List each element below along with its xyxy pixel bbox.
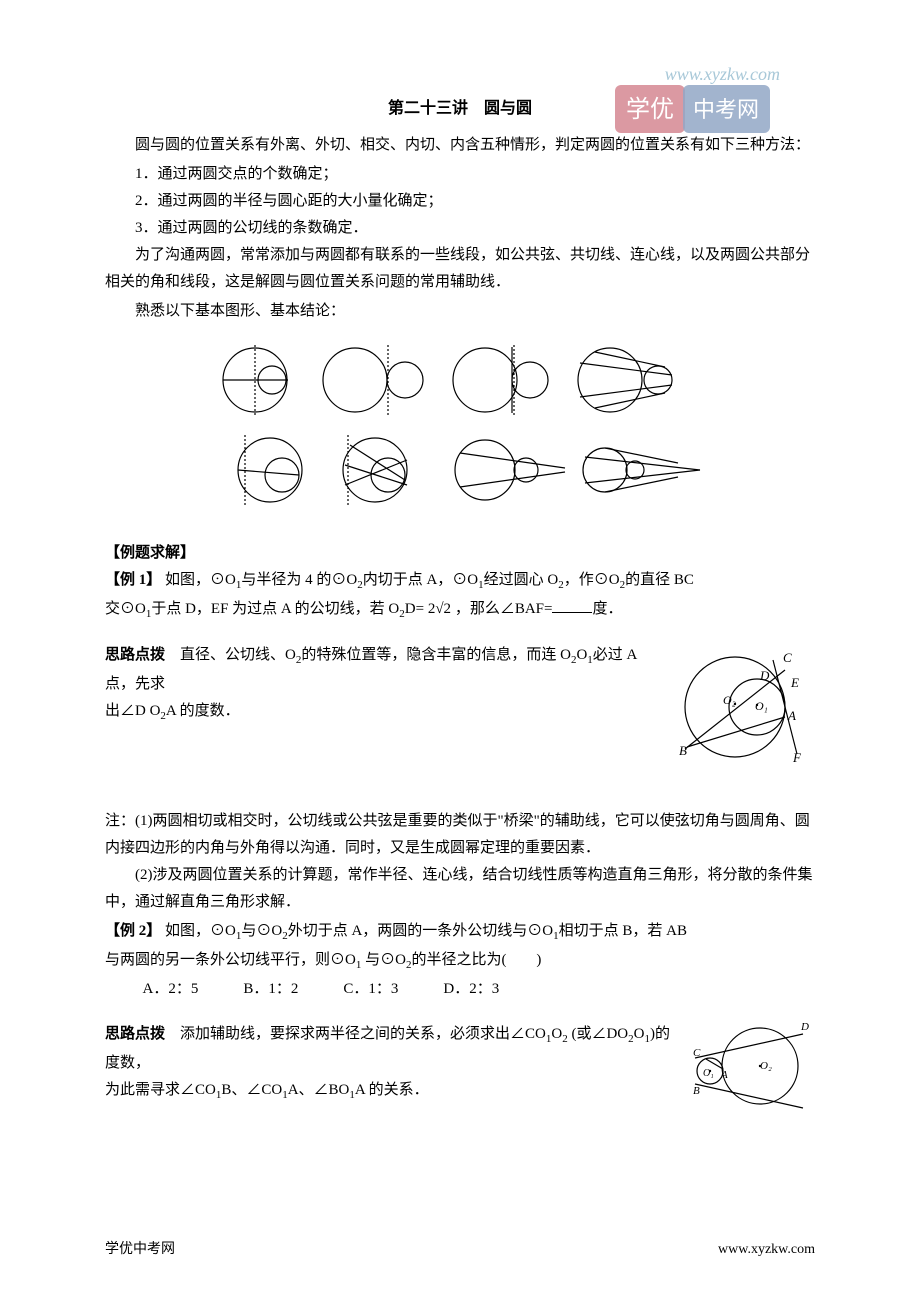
hint-label: 思路点拨 [105, 647, 165, 663]
intro-para-2: 为了沟通两圆，常常添加与两圆都有联系的一些线段，如公共弦、共切线、连心线，以及两… [105, 242, 815, 296]
option-c: C．1：3 [343, 981, 398, 997]
svg-text:A: A [787, 708, 796, 723]
options: A．2：5 B．1：2 C．1：3 D．2：3 [105, 976, 815, 1003]
svg-text:D: D [800, 1021, 809, 1033]
intro-para-1: 圆与圆的位置关系有外离、外切、相交、内切、内含五种情形，判定两圆的位置关系有如下… [105, 132, 815, 159]
note-1: 注：(1)两圆相切或相交时，公切线或公共弦是重要的类似于"桥梁"的辅助线，它可以… [105, 808, 815, 862]
option-d: D．2：3 [443, 981, 499, 997]
example-1: 【例 1】 如图，⊙O1与半径为 4 的⊙O2内切于点 A，⊙O1经过圆心 O2… [105, 567, 815, 596]
svg-text:A: A [720, 1069, 728, 1081]
option-b: B．1：2 [243, 981, 298, 997]
svg-text:D: D [759, 668, 770, 683]
basic-figures-diagram [105, 335, 815, 520]
footer-right: www.xyzkw.com [718, 1237, 815, 1262]
svg-text:学优: 学优 [626, 96, 674, 123]
example-1-figure: C D E O₂ O₁ A B F [665, 642, 815, 772]
example-2-line2: 与两圆的另一条外公切线平行，则⊙O1 与⊙O2的半径之比为( ) [105, 947, 815, 976]
method-item-3: 3．通过两圆的公切线的条数确定． [105, 215, 815, 242]
footer-left: 学优中考网 [105, 1237, 175, 1262]
svg-text:O₁: O₁ [703, 1068, 714, 1079]
section-heading: 【例题求解】 [105, 540, 815, 567]
svg-text:O₂: O₂ [723, 693, 736, 707]
svg-text:B: B [679, 743, 687, 758]
method-item-2: 2．通过两圆的半径与圆心距的大小量化确定； [105, 188, 815, 215]
example-1-label: 【例 1】 [105, 572, 161, 588]
svg-text:B: B [693, 1085, 700, 1097]
svg-text:E: E [790, 675, 799, 690]
method-item-1: 1．通过两圆交点的个数确定； [105, 161, 815, 188]
example-2: 【例 2】 如图，⊙O1与⊙O2外切于点 A，两圆的一条外公切线与⊙O1相切于点… [105, 918, 815, 947]
option-a: A．2：5 [143, 981, 199, 997]
blank-answer [552, 598, 592, 613]
note-2: (2)涉及两圆位置关系的计算题，常作半径、连心线，结合切线性质等构造直角三角形，… [105, 862, 815, 916]
svg-text:O₂: O₂ [760, 1060, 772, 1072]
svg-text:C: C [693, 1047, 701, 1059]
intro-para-3: 熟悉以下基本图形、基本结论： [105, 298, 815, 325]
example-2-figure: C D O₁ O₂ A B [685, 1016, 815, 1116]
hint-label-2: 思路点拨 [105, 1026, 165, 1042]
svg-text:F: F [792, 750, 802, 765]
example-2-label: 【例 2】 [105, 923, 161, 939]
example-1-line2: 交⊙O1于点 D，EF 为过点 A 的公切线，若 O2D= 2√2 ，那么∠BA… [105, 596, 815, 625]
svg-text:中考网: 中考网 [693, 97, 759, 122]
watermark-logo: 学优 中考网 [615, 85, 770, 133]
svg-text:C: C [783, 650, 792, 665]
